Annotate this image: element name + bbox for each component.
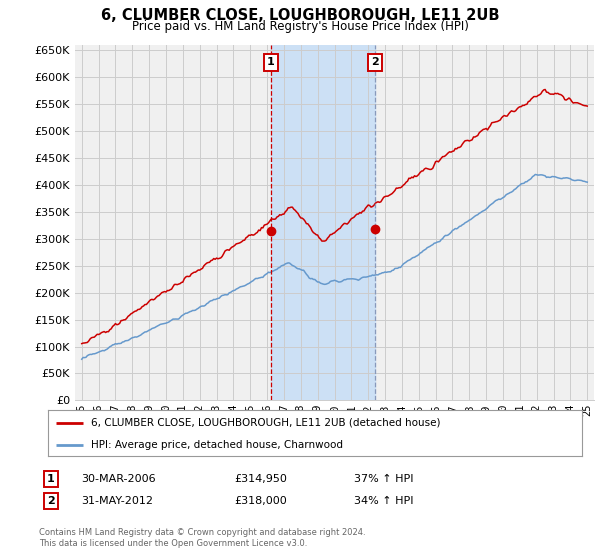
Text: 1: 1: [267, 57, 275, 67]
Text: 1: 1: [47, 474, 55, 484]
Text: This data is licensed under the Open Government Licence v3.0.: This data is licensed under the Open Gov…: [39, 539, 307, 548]
Text: 6, CLUMBER CLOSE, LOUGHBOROUGH, LE11 2UB: 6, CLUMBER CLOSE, LOUGHBOROUGH, LE11 2UB: [101, 8, 499, 24]
Text: 30-MAR-2006: 30-MAR-2006: [81, 474, 155, 484]
Text: 34% ↑ HPI: 34% ↑ HPI: [354, 496, 413, 506]
Text: 6, CLUMBER CLOSE, LOUGHBOROUGH, LE11 2UB (detached house): 6, CLUMBER CLOSE, LOUGHBOROUGH, LE11 2UB…: [91, 418, 440, 428]
Text: HPI: Average price, detached house, Charnwood: HPI: Average price, detached house, Char…: [91, 440, 343, 450]
Text: 37% ↑ HPI: 37% ↑ HPI: [354, 474, 413, 484]
Text: 2: 2: [47, 496, 55, 506]
Text: Price paid vs. HM Land Registry's House Price Index (HPI): Price paid vs. HM Land Registry's House …: [131, 20, 469, 33]
Bar: [271, 45, 375, 400]
Text: £318,000: £318,000: [234, 496, 287, 506]
Text: £314,950: £314,950: [234, 474, 287, 484]
Text: Contains HM Land Registry data © Crown copyright and database right 2024.: Contains HM Land Registry data © Crown c…: [39, 528, 365, 536]
Text: 2: 2: [371, 57, 379, 67]
Text: 31-MAY-2012: 31-MAY-2012: [81, 496, 153, 506]
